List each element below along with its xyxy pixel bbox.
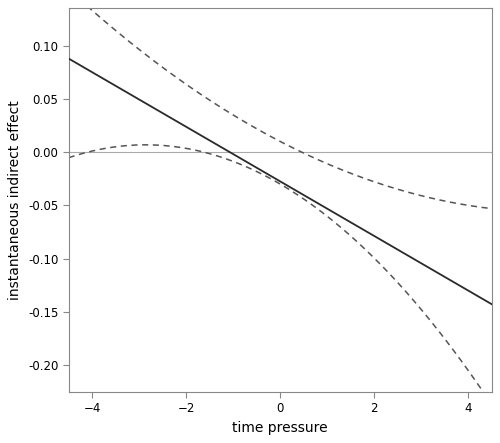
X-axis label: time pressure: time pressure — [232, 421, 328, 435]
Y-axis label: instantaneous indirect effect: instantaneous indirect effect — [8, 100, 22, 300]
